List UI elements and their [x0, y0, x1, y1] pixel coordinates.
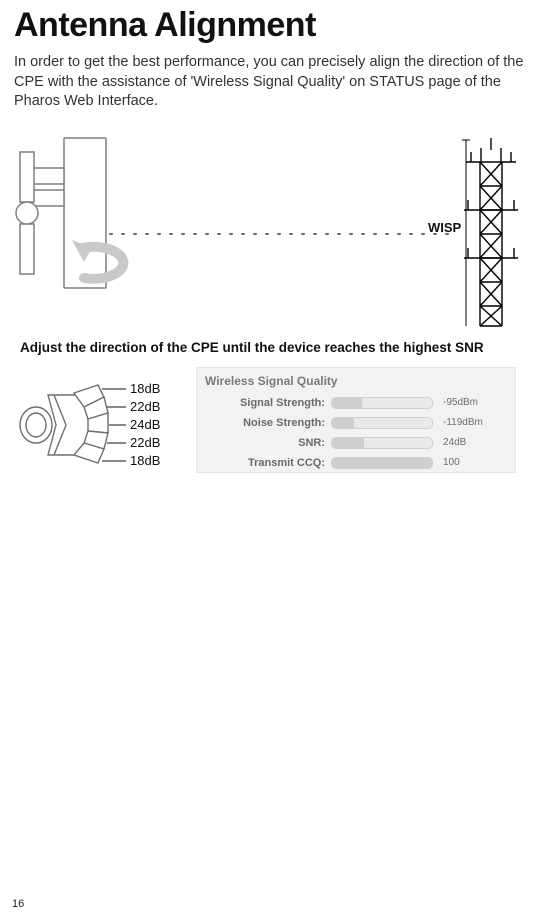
- wsq-bar: [331, 457, 433, 469]
- wireless-signal-quality-panel: Wireless Signal Quality Signal Strength:…: [196, 367, 516, 473]
- gauge-level-3: 22dB: [130, 435, 160, 450]
- wsq-bar: [331, 437, 433, 449]
- wsq-value: -119dBm: [433, 417, 483, 428]
- page-number: 16: [12, 898, 24, 910]
- tower-icon: [464, 138, 518, 326]
- wsq-value: 24dB: [433, 437, 466, 448]
- intro-text: In order to get the best performance, yo…: [14, 53, 527, 112]
- page-title: Antenna Alignment: [14, 6, 527, 45]
- wsq-value: -95dBm: [433, 397, 478, 408]
- diagram-caption: Adjust the direction of the CPE until th…: [20, 340, 527, 355]
- gauge-level-0: 18dB: [130, 381, 160, 396]
- wisp-label: WISP: [428, 220, 461, 235]
- wsq-label: Signal Strength:: [205, 397, 331, 409]
- wsq-row-noise-strength: Noise Strength: -119dBm: [205, 414, 507, 432]
- wsq-label: Noise Strength:: [205, 417, 331, 429]
- wsq-row-snr: SNR: 24dB: [205, 434, 507, 452]
- gauge-level-2: 24dB: [130, 417, 160, 432]
- wsq-value: 100: [433, 457, 460, 468]
- wsq-title: Wireless Signal Quality: [205, 374, 507, 388]
- snr-gauge: 18dB 22dB 24dB 22dB 18dB: [14, 367, 184, 483]
- gauge-level-4: 18dB: [130, 453, 160, 468]
- wsq-label: SNR:: [205, 437, 331, 449]
- wsq-bar: [331, 417, 433, 429]
- wsq-label: Transmit CCQ:: [205, 457, 331, 469]
- wsq-bar: [331, 397, 433, 409]
- wsq-row-transmit-ccq: Transmit CCQ: 100: [205, 454, 507, 472]
- wsq-row-signal-strength: Signal Strength: -95dBm: [205, 394, 507, 412]
- cpe-icon: [16, 138, 106, 288]
- alignment-diagram: WISP: [14, 128, 524, 334]
- gauge-level-1: 22dB: [130, 399, 160, 414]
